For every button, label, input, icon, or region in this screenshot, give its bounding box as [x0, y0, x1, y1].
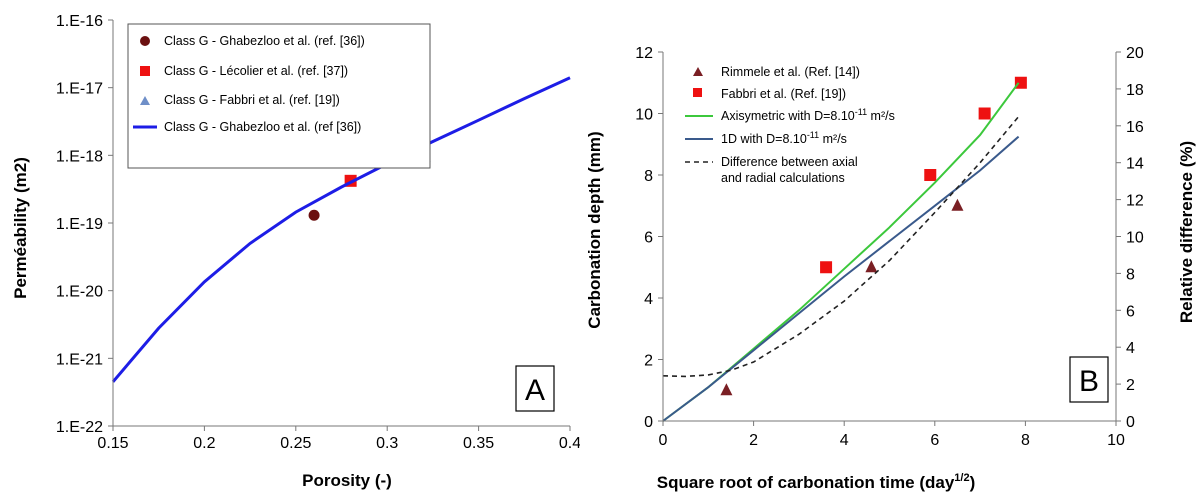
a-x-tick-label: 0.25: [280, 435, 311, 452]
b-x-tick-label: 4: [840, 432, 849, 449]
b-data-point: [951, 198, 964, 211]
a-y-axis-label: Perméability (m2): [11, 157, 30, 299]
a-y-tick-label: 1.E-19: [56, 216, 103, 233]
b-y-right-tick-label: 20: [1126, 45, 1144, 62]
a-legend-marker-square: [140, 66, 150, 76]
b-data-point: [865, 260, 878, 273]
a-legend-label: Class G - Ghabezloo et al. (ref. [36]): [164, 34, 365, 48]
a-series-line: [111, 76, 571, 383]
b-legend-marker-triangle: [693, 67, 703, 76]
b-series-dashed-line: [662, 116, 1020, 378]
a-y-tick-label: 1.E-18: [56, 148, 103, 165]
b-y-right-tick-label: 6: [1126, 303, 1135, 320]
b-y-right-tick-label: 12: [1126, 193, 1144, 210]
b-legend-label: 1D with D=8.10-11 m²/s: [721, 130, 847, 146]
b-series-line: [662, 82, 1020, 422]
b-y-tick-label: 4: [644, 291, 653, 308]
b-y-right-tick-label: 16: [1126, 119, 1144, 136]
b-y-right-axis-label: Relative difference (%): [1177, 141, 1196, 323]
b-y-right-tick-label: 8: [1126, 266, 1135, 283]
b-x-axis-label: Square root of carbonation time (day1/2): [657, 472, 976, 492]
a-y-tick-label: 1.E-22: [56, 419, 103, 436]
a-legend-marker-circle: [140, 36, 150, 46]
b-x-tick-label: 10: [1107, 432, 1125, 449]
b-y-right-tick-label: 14: [1126, 156, 1144, 173]
a-y-tick-label: 1.E-17: [56, 81, 103, 98]
a-panel-label-box: [515, 365, 555, 412]
b-y-right-tick-label: 4: [1126, 340, 1135, 357]
a-legend: Class G - Ghabezloo et al. (ref. [36]) C…: [127, 23, 431, 169]
b-legend-label: Axisymetric with D=8.10-11 m²/s: [721, 107, 895, 123]
b-y-right-tick-label: 2: [1126, 377, 1135, 394]
a-y-tick-label: 1.E-16: [56, 13, 103, 30]
b-legend-label: Rimmele et al. (Ref. [14]): [721, 65, 860, 79]
b-y-tick-label: 8: [644, 168, 653, 185]
a-x-tick-label: 0.35: [463, 435, 494, 452]
b-legend: Rimmele et al. (Ref. [14]) Fabbri et al.…: [685, 65, 895, 185]
a-data-point: [308, 209, 320, 221]
a-x-tick-label: 0.15: [97, 435, 128, 452]
a-legend-label: Class G - Ghabezloo et al. (ref [36]): [164, 120, 361, 134]
a-x-axis-label: Porosity (-): [302, 471, 392, 490]
a-x-tick-label: 0.4: [559, 435, 580, 452]
b-data-point: [820, 261, 833, 274]
b-y-tick-label: 2: [644, 353, 653, 370]
b-data-point: [924, 169, 937, 181]
b-data-point: [978, 107, 991, 120]
a-x-tick-label: 0.2: [193, 435, 215, 452]
b-x-tick-label: 6: [930, 432, 939, 449]
b-panel-label-box: [1069, 356, 1109, 403]
b-legend-label: Difference between axial: [721, 155, 858, 169]
permeability-chart: 0.15 0.2 0.25 0.3 0.35 0.4 1.E-16 1.E-17 1.E-18 1…: [11, 13, 580, 490]
b-x-tick-label: 2: [749, 432, 758, 449]
a-legend-marker-triangle: [140, 96, 150, 105]
b-y-tick-label: 0: [644, 414, 653, 431]
b-y-right-tick-label: 10: [1126, 230, 1144, 247]
b-y-right-tick-label: 18: [1126, 82, 1144, 99]
b-y-right-tick-label: 0: [1126, 414, 1135, 431]
b-data-point: [1014, 76, 1027, 89]
b-y-tick-label: 12: [635, 45, 653, 62]
b-x-tick-label: 8: [1021, 432, 1030, 449]
b-series-line: [662, 135, 1020, 422]
b-y-tick-label: 10: [635, 107, 653, 124]
b-panel-label: B: [1079, 365, 1099, 398]
a-panel-label: A: [525, 374, 545, 407]
a-y-tick-label: 1.E-20: [56, 284, 103, 301]
b-y-tick-label: 6: [644, 230, 653, 247]
b-x-tick-label: 0: [659, 432, 668, 449]
b-y-axis-label: Carbonation depth (mm): [585, 131, 604, 328]
b-data-point: [720, 383, 733, 396]
a-legend-label: Class G - Fabbri et al. (ref. [19]): [164, 93, 340, 107]
b-legend-marker-square: [693, 88, 702, 97]
a-legend-label: Class G - Lécolier et al. (ref. [37]): [164, 64, 348, 78]
a-x-tick-label: 0.3: [376, 435, 398, 452]
a-y-tick-label: 1.E-21: [56, 351, 103, 368]
b-legend-label-line2: and radial calculations: [721, 171, 845, 185]
b-legend-label: Fabbri et al. (Ref. [19]): [721, 87, 846, 101]
